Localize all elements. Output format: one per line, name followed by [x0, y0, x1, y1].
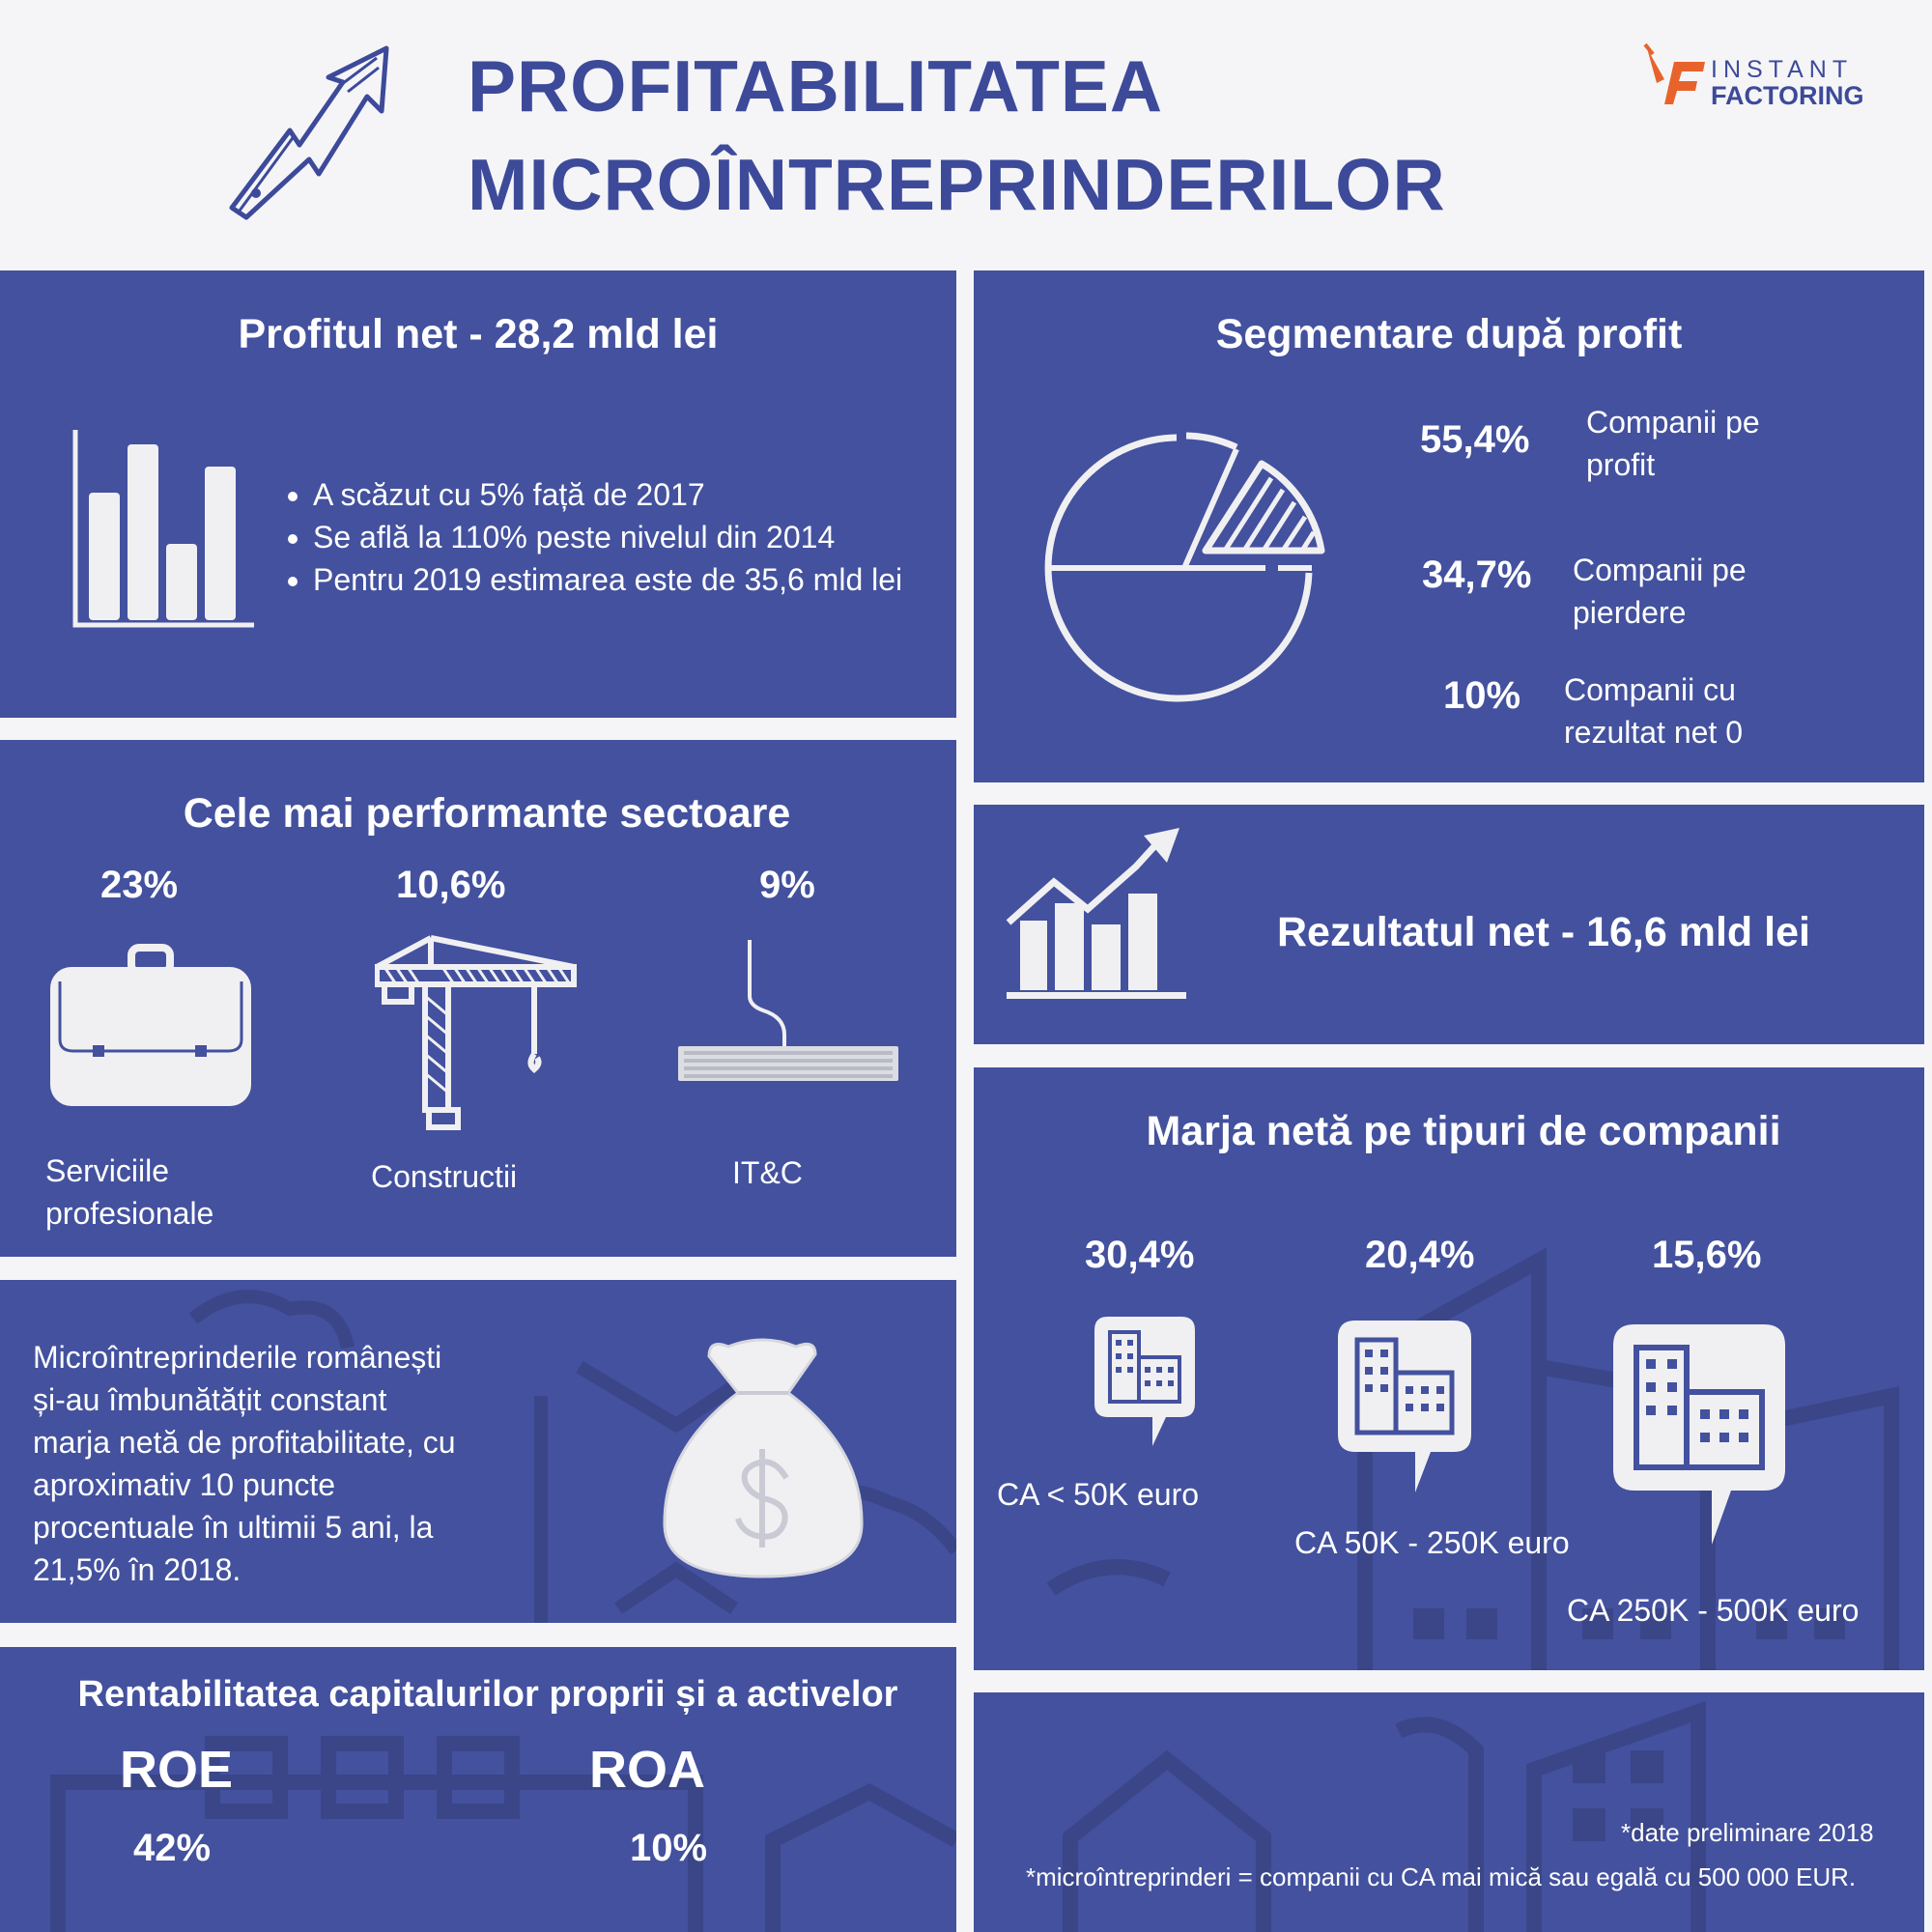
panel-marja-tipuri: Marja netă pe tipuri de companii 30,4% 2… — [974, 1067, 1924, 1670]
money-bag-icon — [663, 1338, 864, 1578]
sectoare-title: Cele mai performante sectoare — [183, 790, 791, 837]
roa-label: ROA — [589, 1741, 705, 1799]
page-title-line2: MICROÎNTREPRINDERILOR — [468, 144, 1446, 225]
panel-segmentare: Segmentare după profit 55,4% Companii pe… — [974, 270, 1924, 782]
keyboard-icon — [678, 940, 898, 1081]
logo-text-top: INSTANT — [1711, 56, 1854, 83]
sector-label-itc: IT&C — [732, 1155, 803, 1190]
sector-label-constructii: Constructii — [371, 1159, 518, 1194]
header: PROFITABILITATEA MICROÎNTREPRINDERILOR I… — [0, 0, 1932, 270]
marja-value-mediu: 20,4% — [1365, 1234, 1475, 1276]
profit-net-title: Profitul net - 28,2 mld lei — [238, 311, 719, 357]
sector-label-servicii: Serviciile profesionale — [45, 1153, 214, 1231]
logo: INSTANT FACTORING — [1637, 41, 1869, 118]
pie-chart-icon — [1044, 432, 1325, 702]
marja-value-mic: 30,4% — [1085, 1234, 1195, 1276]
panel-sectoare: Cele mai performante sectoare 23% 10,6% … — [0, 740, 956, 1257]
crane-icon — [375, 935, 577, 1130]
house-background-icon — [1063, 1700, 1706, 1932]
footnote-definition: *microîntreprinderi = companii cu CA mai… — [1026, 1862, 1857, 1891]
marja-label-mare: CA 250K - 500K euro — [1567, 1593, 1860, 1628]
page-title: PROFITABILITATEA MICROÎNTREPRINDERILOR — [468, 37, 1530, 234]
roe-value: 42% — [133, 1827, 212, 1869]
panel-marja-text: Microîntreprinderile românești și-au îmb… — [0, 1280, 956, 1623]
logo-text-bottom: FACTORING — [1711, 81, 1864, 110]
rocket-logo-icon — [1643, 43, 1705, 104]
panel-profit-net: Profitul net - 28,2 mld lei A scăzut cu … — [0, 270, 956, 718]
roe-label: ROE — [120, 1741, 234, 1799]
segmentare-value-zero: 10% — [1443, 674, 1521, 717]
marja-label-mediu: CA 50K - 250K euro — [1294, 1525, 1570, 1560]
panel-rentabilitate: Rentabilitatea capitalurilor proprii și … — [0, 1647, 956, 1932]
roa-value: 10% — [630, 1827, 708, 1869]
sector-value-servicii: 23% — [100, 864, 179, 906]
segmentare-value-profit: 55,4% — [1420, 418, 1530, 461]
building-medium-icon — [1338, 1321, 1471, 1492]
sector-value-constructii: 10,6% — [396, 864, 506, 906]
list-item: Se află la 110% peste nivelul din 2014 — [313, 516, 956, 558]
segmentare-title: Segmentare după profit — [1215, 311, 1683, 357]
marja-description: Microîntreprinderile românești și-au îmb… — [33, 1340, 456, 1587]
bar-chart-icon — [72, 430, 254, 628]
marja-tipuri-title: Marja netă pe tipuri de companii — [1146, 1108, 1781, 1154]
profit-net-bullets: A scăzut cu 5% față de 2017 Se află la 1… — [280, 473, 956, 601]
segmentare-label-pierdere: Companii pe pierdere — [1573, 553, 1747, 630]
briefcase-icon — [50, 944, 251, 1106]
marja-value-mare: 15,6% — [1652, 1234, 1762, 1276]
list-item: Pentru 2019 estimarea este de 35,6 mld l… — [313, 558, 956, 601]
segmentare-value-pierdere: 34,7% — [1422, 554, 1532, 596]
list-item: A scăzut cu 5% față de 2017 — [313, 473, 956, 516]
marja-label-mic: CA < 50K euro — [997, 1477, 1200, 1512]
panel-rezultat-net: Rezultatul net - 16,6 mld lei — [974, 805, 1924, 1044]
trend-arrow-icon — [229, 45, 389, 220]
rentabilitate-title: Rentabilitatea capitalurilor proprii și … — [77, 1674, 898, 1715]
rezultat-net-title: Rezultatul net - 16,6 mld lei — [1277, 909, 1810, 955]
growth-chart-icon — [1006, 828, 1186, 999]
page-title-line1: PROFITABILITATEA — [468, 45, 1164, 127]
segmentare-label-profit: Companii pe profit — [1586, 405, 1760, 482]
building-large-icon — [1613, 1324, 1785, 1545]
factory-background-icon — [50, 1736, 956, 1932]
footnote-date: *date preliminare 2018 — [1621, 1818, 1874, 1847]
panel-footnotes: *date preliminare 2018 *microîntreprinde… — [974, 1692, 1924, 1932]
sector-value-itc: 9% — [759, 864, 815, 906]
segmentare-label-zero: Companii cu rezultat net 0 — [1564, 672, 1743, 750]
building-small-icon — [1094, 1317, 1195, 1446]
